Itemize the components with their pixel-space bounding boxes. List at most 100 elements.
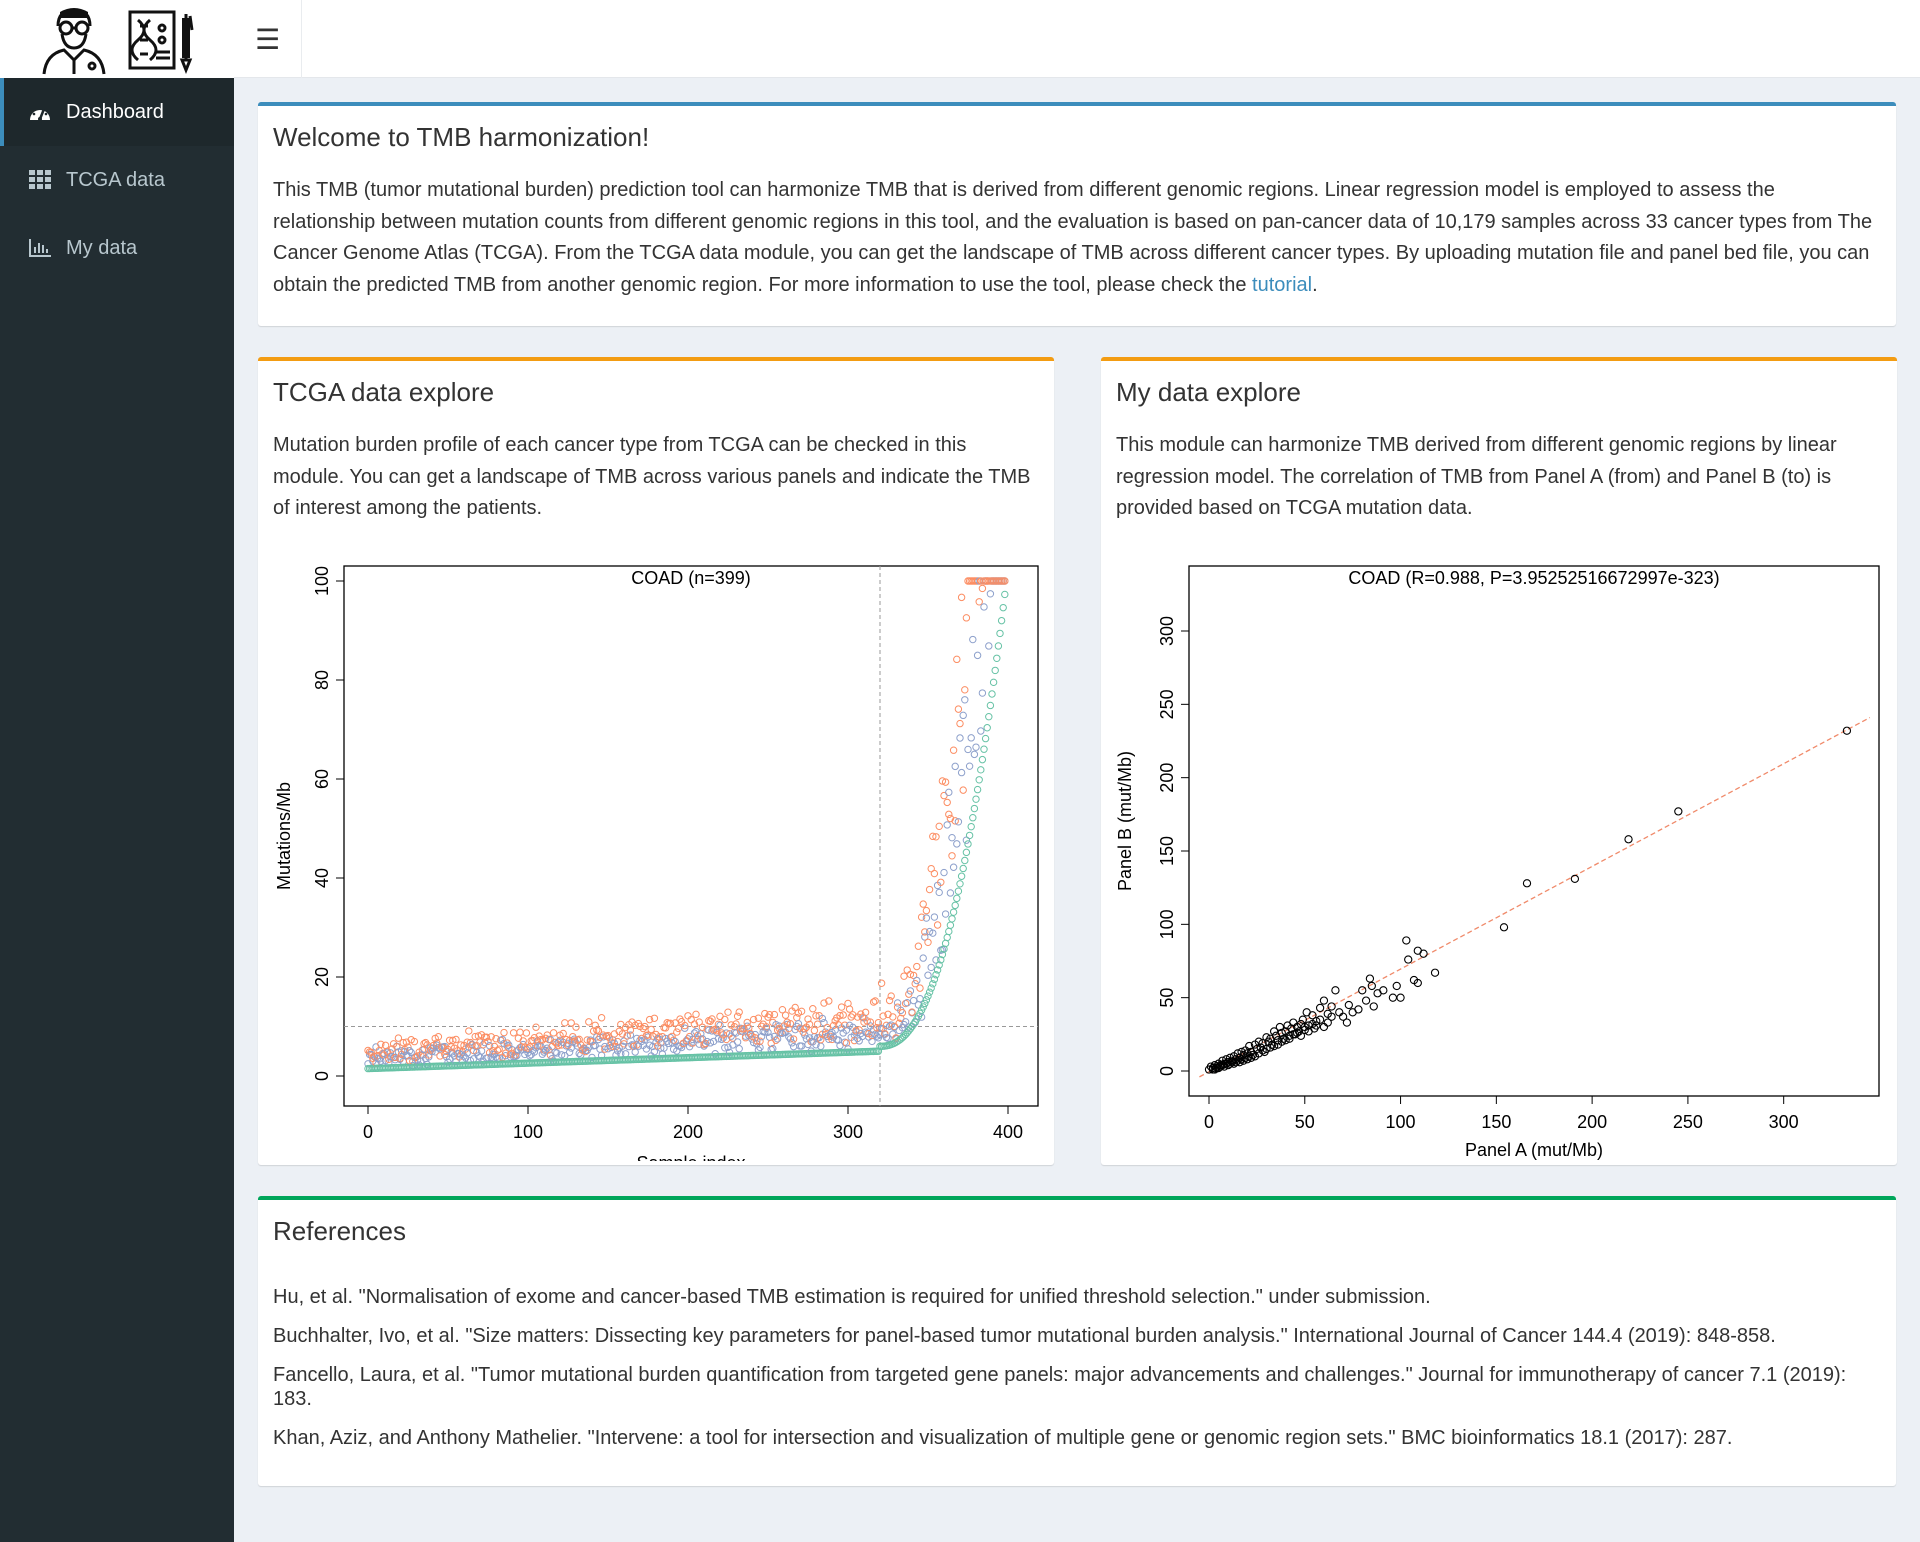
data-point [447, 1043, 455, 1051]
tutorial-link[interactable]: tutorial [1252, 273, 1313, 296]
data-point [884, 1034, 892, 1042]
mydata-explore-box: My data explore This module can harmoniz… [1101, 357, 1897, 1165]
data-point [669, 1036, 678, 1044]
data-point [1358, 986, 1367, 995]
data-point [1319, 996, 1329, 1005]
data-point [991, 666, 999, 675]
data-point [956, 719, 964, 728]
data-point [917, 1013, 926, 1021]
data-point [618, 1030, 627, 1038]
app-logo[interactable] [0, 0, 234, 78]
data-point [951, 817, 959, 825]
data-point [721, 1015, 729, 1024]
data-point [756, 1037, 764, 1045]
data-point [681, 1024, 689, 1032]
data-point [1262, 1044, 1271, 1054]
data-point [631, 1048, 639, 1056]
data-point [420, 1040, 428, 1048]
data-point [452, 1035, 460, 1044]
data-point [567, 1019, 575, 1027]
data-point [922, 996, 931, 1004]
data-point [1269, 1027, 1279, 1036]
data-point [1522, 879, 1532, 888]
data-point [945, 810, 953, 819]
data-point [1262, 1033, 1271, 1042]
data-point [957, 768, 966, 777]
data-point [927, 963, 935, 972]
sidebar-item-label: My data [66, 236, 138, 259]
sidebar-toggle-button[interactable]: ☰ [234, 0, 302, 78]
data-point [724, 1008, 732, 1016]
data-point [666, 1019, 675, 1028]
data-point [1225, 1053, 1235, 1062]
data-point [969, 635, 977, 644]
data-point [1342, 1018, 1352, 1027]
data-point [1281, 1036, 1290, 1045]
data-point [969, 814, 977, 822]
data-point [641, 1022, 649, 1031]
data-point [1367, 981, 1376, 991]
data-point [503, 1039, 511, 1047]
chart-title: COAD (R=0.988, P=3.95252516672997e-323) [1348, 568, 1719, 588]
data-point [1312, 1021, 1321, 1030]
data-point [1392, 981, 1401, 991]
data-point [909, 971, 918, 980]
data-point [922, 914, 931, 922]
data-point [721, 1044, 729, 1052]
data-point [1266, 1043, 1275, 1052]
data-point [482, 1033, 491, 1041]
y-tick-label: 100 [1157, 909, 1177, 939]
data-point [777, 1028, 785, 1037]
data-point [781, 1011, 790, 1019]
data-point [965, 762, 974, 770]
sidebar-item-tcga-data[interactable]: TCGA data [0, 146, 234, 214]
data-point [817, 1035, 825, 1044]
data-point [509, 1029, 518, 1037]
data-point [937, 878, 945, 886]
data-point [393, 1043, 401, 1051]
data-point [516, 1028, 524, 1036]
welcome-title: Welcome to TMB harmonization! [273, 122, 650, 152]
y-axis-label: Mutations/Mb [274, 782, 294, 890]
data-point [578, 1046, 587, 1054]
tcga-text: Mutation burden profile of each cancer t… [273, 434, 1031, 519]
data-point [903, 998, 911, 1007]
data-point [465, 1027, 473, 1035]
data-point [377, 1040, 385, 1048]
data-point [916, 984, 924, 992]
data-point [701, 1039, 710, 1048]
welcome-tail: . [1312, 273, 1318, 296]
data-point [391, 1055, 399, 1064]
data-point [948, 833, 956, 842]
data-point [959, 864, 967, 873]
data-point [887, 992, 895, 1000]
data-point [978, 689, 987, 697]
data-point [932, 833, 940, 841]
data-point [650, 1014, 659, 1022]
data-point [645, 1041, 654, 1049]
data-point [997, 616, 1006, 625]
references-box: References Hu, et al. "Normalisation of … [258, 1196, 1896, 1486]
data-point [919, 900, 927, 908]
data-point [948, 852, 956, 860]
data-point [1001, 590, 1009, 599]
data-point [959, 711, 967, 720]
data-point [983, 724, 991, 732]
data-point [532, 1023, 540, 1031]
data-point [961, 686, 969, 694]
data-point [861, 1008, 870, 1017]
sidebar-item-dashboard[interactable]: Dashboard [0, 78, 234, 146]
data-point [921, 933, 929, 941]
sidebar-item-my-data[interactable]: My data [0, 214, 234, 282]
data-point [953, 840, 961, 848]
data-point [837, 1003, 846, 1011]
data-point [919, 954, 927, 962]
data-point [849, 1011, 857, 1019]
y-tick-label: 0 [1157, 1066, 1177, 1076]
data-point [871, 997, 879, 1005]
data-point [757, 1022, 766, 1030]
data-point [797, 1007, 806, 1016]
data-point [1277, 1037, 1286, 1046]
dna-report-icon [128, 10, 194, 74]
tmb-profile-svg: 0 100 200 300 400 0 20 40 60 80 100 Sample index Mut… [274, 565, 1039, 1173]
